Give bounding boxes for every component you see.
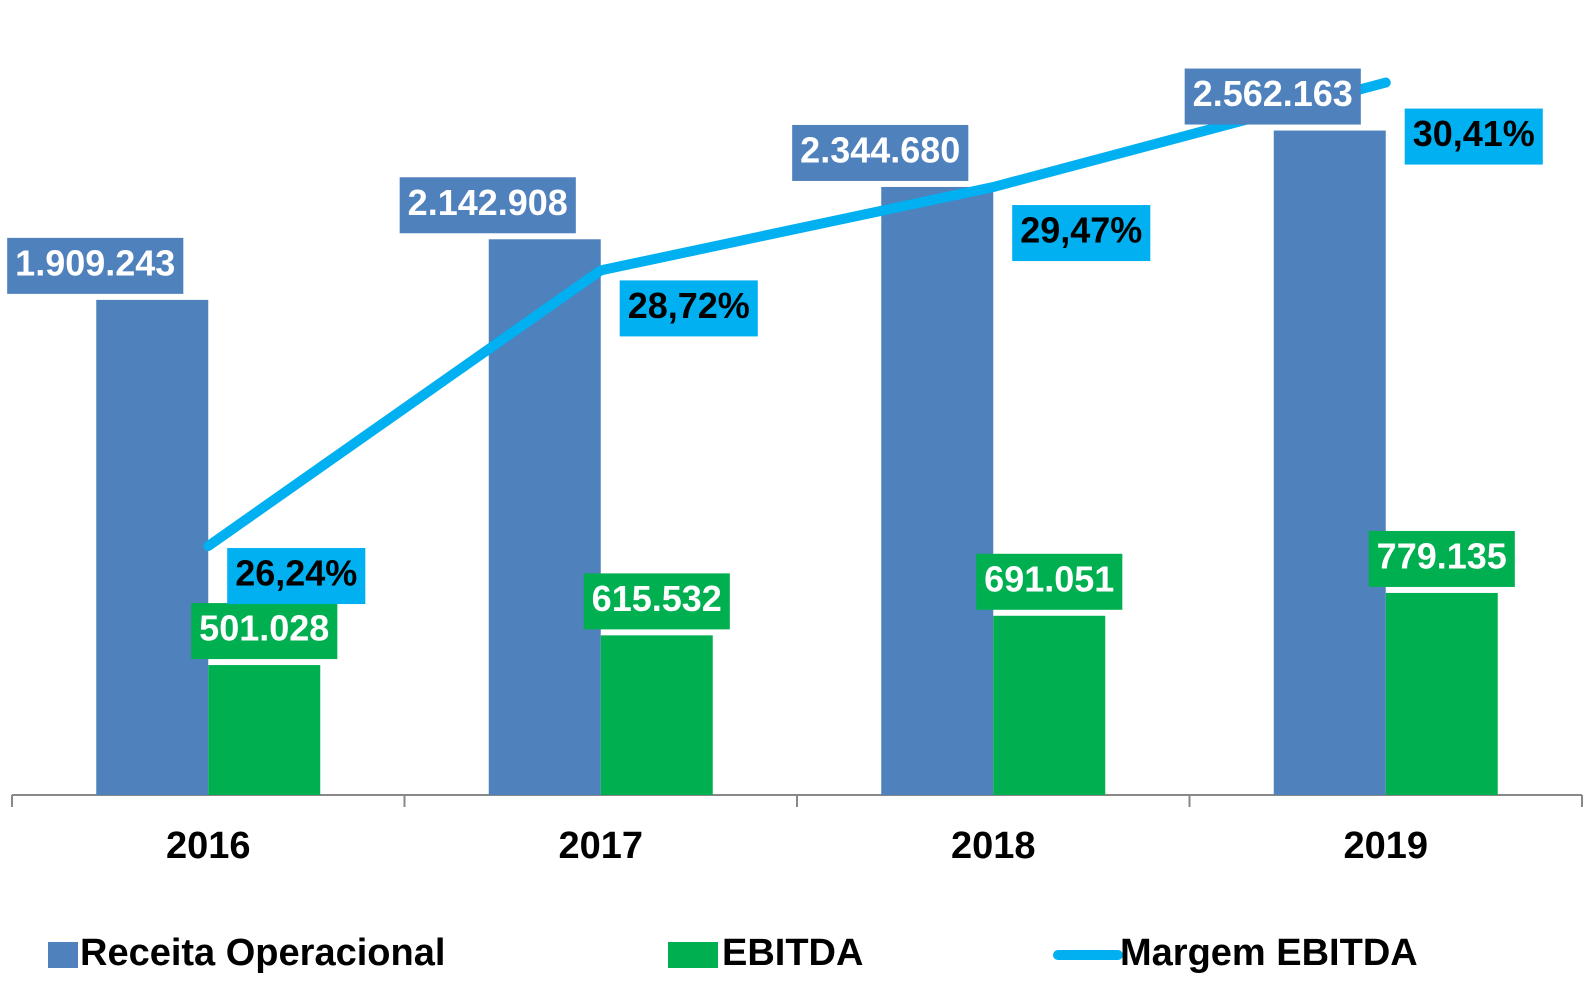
- data-label-box: [1368, 530, 1515, 587]
- data-label: 501.028: [199, 608, 329, 649]
- bar: [96, 299, 209, 795]
- data-label-box: [976, 553, 1123, 610]
- data-label-box: [1404, 108, 1543, 165]
- data-label: 691.051: [984, 558, 1114, 599]
- data-label-box: [583, 573, 730, 630]
- data-label: 30,41%: [1413, 113, 1535, 154]
- data-label-box: [1184, 68, 1361, 125]
- legend-swatch: [48, 942, 78, 968]
- bar: [600, 635, 713, 795]
- data-label-box: [227, 548, 366, 605]
- legend-label: Margem EBITDA: [1120, 932, 1418, 974]
- bar: [1273, 130, 1386, 796]
- bar: [208, 665, 321, 795]
- data-label-box: [1012, 205, 1151, 262]
- bar: [881, 186, 994, 796]
- data-label-box: [792, 124, 969, 181]
- line: [203, 77, 1391, 552]
- data-label: 1.909.243: [15, 242, 175, 283]
- data-label-box: [191, 603, 338, 660]
- data-label: 615.532: [592, 578, 722, 619]
- x-tick-label: 2018: [951, 825, 1036, 867]
- data-label: 2.344.680: [800, 129, 960, 170]
- bar: [993, 615, 1106, 795]
- x-tick-label: 2016: [166, 825, 251, 867]
- legend-label: Receita Operacional: [80, 932, 445, 974]
- data-label: 779.135: [1377, 535, 1507, 576]
- data-label-box: [7, 237, 184, 294]
- data-label: 26,24%: [235, 553, 357, 594]
- data-label: 2.562.163: [1193, 73, 1353, 114]
- data-label-box: [399, 177, 576, 234]
- bar: [1385, 592, 1498, 795]
- bar: [488, 239, 601, 795]
- legend-swatch: [668, 942, 718, 968]
- data-label-box: [619, 280, 758, 337]
- data-label: 28,72%: [628, 285, 750, 326]
- x-tick-label: 2017: [558, 825, 643, 867]
- data-label: 29,47%: [1020, 210, 1142, 251]
- data-label: 2.142.908: [408, 182, 568, 223]
- legend-label: EBITDA: [722, 932, 863, 974]
- x-tick-label: 2019: [1343, 825, 1428, 867]
